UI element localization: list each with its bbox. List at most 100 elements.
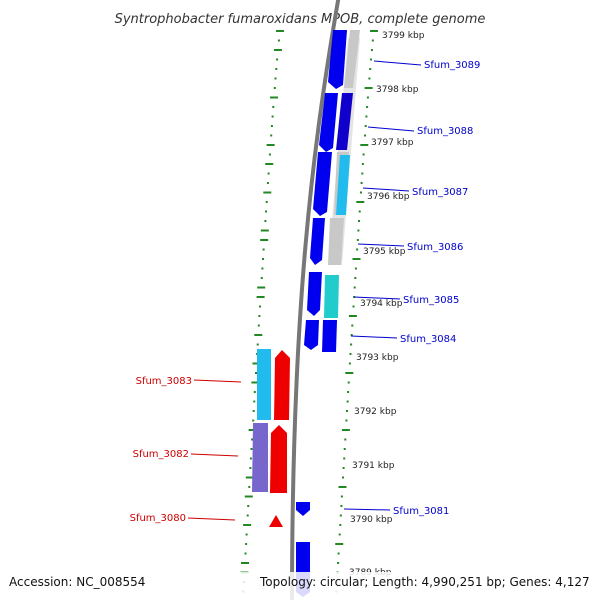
gene-arrow[interactable]	[296, 502, 310, 516]
kbp-label: 3798 kbp	[376, 85, 419, 95]
accession-label: Accession: NC_008554	[9, 575, 145, 589]
gc-skew-mark	[251, 381, 260, 384]
gc-skew-mark	[263, 191, 272, 194]
gc-skew-mark	[351, 324, 354, 327]
genome-backbone	[290, 0, 341, 600]
gene-arrow[interactable]	[328, 218, 344, 265]
gc-skew-mark	[345, 372, 354, 374]
gc-skew-mark	[266, 182, 269, 184]
gc-skew-mark	[262, 258, 264, 260]
gc-skew-mark	[352, 258, 361, 260]
gc-skew-mark	[241, 562, 249, 564]
forward-gene-labels: Sfum_3089 Sfum_3088 Sfum_3087 Sfum_3086 …	[343, 60, 480, 517]
gene-arrow[interactable]	[310, 218, 325, 265]
gc-skew-mark	[250, 448, 253, 450]
genome-summary: Topology: circular; Length: 4,990,251 bp…	[259, 575, 590, 589]
gc-skew-mark	[360, 191, 362, 194]
gc-skew-mark	[370, 58, 372, 61]
gene-label[interactable]: Sfum_3080	[130, 513, 186, 524]
gc-skew-mark	[273, 49, 282, 51]
gc-skew-mark	[347, 391, 350, 393]
kbp-label: 3793 kbp	[356, 353, 399, 363]
gene-arrow[interactable]	[336, 93, 353, 150]
gc-skew-mark	[254, 334, 263, 336]
gene-label[interactable]: Sfum_3087	[412, 187, 468, 198]
reverse-gene-labels: Sfum_3083 Sfum_3082 Sfum_3080	[130, 376, 242, 524]
gc-skew-mark	[276, 30, 284, 32]
gc-skew-mark	[342, 476, 344, 479]
gc-skew-mark	[258, 315, 261, 317]
gene-arrow[interactable]	[307, 272, 322, 316]
gc-skew-mark	[265, 210, 267, 213]
gene-label[interactable]: Sfum_3089	[424, 60, 480, 71]
gc-skew-mark	[257, 286, 266, 289]
gene-label[interactable]: Sfum_3083	[136, 376, 192, 387]
gene-arrow[interactable]	[257, 349, 271, 420]
gc-skew-mark	[246, 514, 249, 517]
gc-skew-mark	[338, 486, 347, 488]
gc-skew-mark	[368, 77, 371, 80]
gene-arrow[interactable]	[269, 515, 283, 527]
gc-skew-mark	[370, 49, 373, 51]
gene-label[interactable]: Sfum_3082	[133, 449, 189, 460]
gc-skew-mark	[361, 172, 364, 175]
gc-skew-mark	[275, 68, 278, 70]
gc-skew-mark	[266, 144, 275, 146]
gene-label[interactable]: Sfum_3085	[403, 295, 459, 306]
gc-skew-mark	[256, 296, 265, 298]
gene-label[interactable]: Sfum_3088	[417, 126, 473, 137]
gene-arrow[interactable]	[274, 350, 290, 420]
gc-skew-mark	[346, 410, 348, 412]
gc-skew-mark	[337, 562, 340, 564]
gene-label[interactable]: Sfum_3086	[407, 242, 463, 253]
gene-arrow[interactable]	[328, 30, 347, 89]
gc-skew-mark	[248, 486, 251, 488]
kbp-label: 3799 kbp	[382, 31, 425, 41]
gc-skew-mark	[253, 400, 256, 403]
gc-skew-mark	[276, 58, 279, 61]
gc-skew-mark	[370, 30, 378, 32]
gene-arrow[interactable]	[324, 275, 339, 318]
gene-arrow[interactable]	[336, 155, 350, 215]
gc-skew-mark	[277, 39, 280, 42]
gc-skew-mark	[366, 106, 369, 108]
gene-arrow[interactable]	[313, 152, 332, 216]
gc-skew-mark	[352, 305, 355, 308]
gc-skew-mark	[354, 277, 357, 279]
gene-arrow[interactable]	[344, 30, 360, 88]
gc-skew-mark	[345, 419, 348, 422]
gene-label[interactable]: Sfum_3081	[393, 506, 449, 517]
gc-skew-mark	[273, 87, 276, 89]
gc-skew-mark	[274, 77, 277, 80]
gc-skew-mark	[356, 201, 365, 203]
gc-skew-mark	[348, 315, 357, 317]
gc-skew-mark	[251, 438, 253, 441]
gene-arrow[interactable]	[304, 320, 319, 350]
gc-skew-mark	[245, 543, 248, 545]
gc-skew-mark	[356, 248, 359, 251]
gc-skew-mark	[369, 68, 372, 70]
gc-skew-mark	[244, 552, 247, 555]
kbp-label: 3794 kbp	[360, 299, 403, 309]
gene-arrow[interactable]	[319, 93, 338, 152]
gc-skew-mark	[256, 343, 259, 346]
reverse-strand-genes	[252, 349, 290, 527]
gc-skew-mark	[348, 362, 351, 365]
gc-skew-mark	[364, 125, 367, 127]
gc-skew-mark	[339, 524, 342, 526]
gene-arrow[interactable]	[270, 425, 287, 493]
gene-arrow[interactable]	[252, 423, 268, 492]
gc-skew-mark	[366, 96, 369, 99]
gene-arrow[interactable]	[322, 320, 337, 352]
gc-skew-mark	[252, 362, 261, 365]
gc-skew-mark	[364, 134, 366, 137]
gc-skew-mark	[245, 533, 248, 536]
gene-label[interactable]: Sfum_3084	[400, 334, 456, 345]
gc-skew-mark	[259, 305, 261, 308]
gc-skew-mark	[357, 229, 360, 232]
gc-skew-mark	[350, 343, 353, 346]
gc-skew-mark	[265, 163, 274, 165]
gc-skew-mark	[364, 87, 373, 89]
kbp-label: 3791 kbp	[352, 461, 395, 471]
